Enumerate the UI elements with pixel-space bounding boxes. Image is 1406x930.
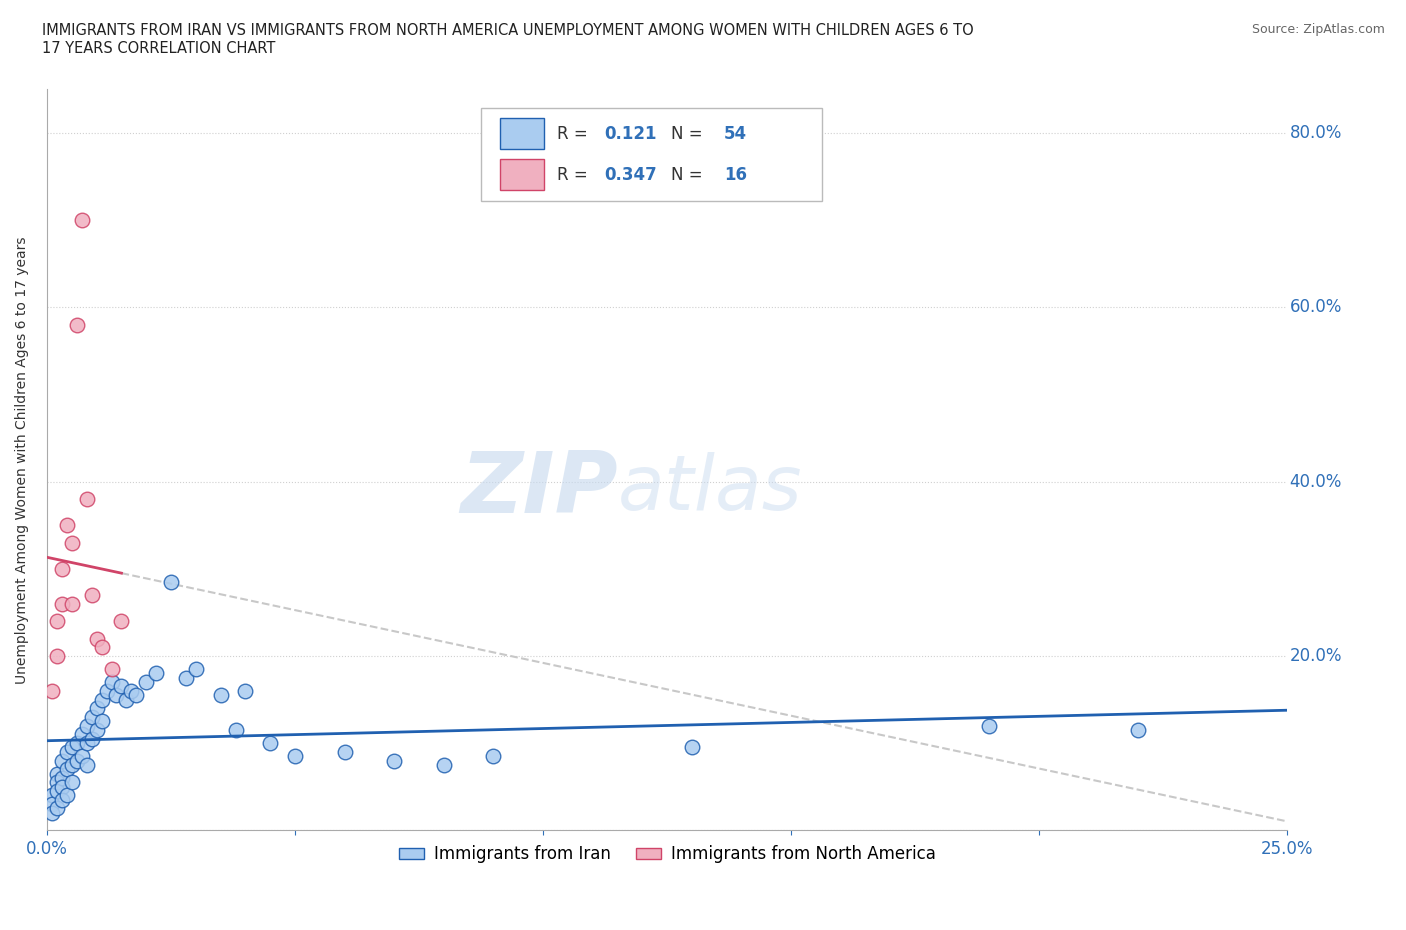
Point <box>66 317 89 332</box>
Point <box>100 661 122 676</box>
Point <box>41 684 63 698</box>
Point <box>66 736 89 751</box>
Point <box>80 710 103 724</box>
Point <box>100 674 122 689</box>
Text: 40.0%: 40.0% <box>1289 472 1341 491</box>
FancyBboxPatch shape <box>481 108 823 201</box>
Point <box>979 718 1001 733</box>
Text: 0.347: 0.347 <box>603 166 657 183</box>
Point <box>46 766 69 781</box>
Point <box>184 661 207 676</box>
Point <box>235 684 257 698</box>
Point <box>225 723 247 737</box>
Point <box>115 692 138 707</box>
Point <box>60 596 83 611</box>
Point <box>60 775 83 790</box>
Point <box>80 588 103 603</box>
Point <box>70 749 93 764</box>
Point <box>105 688 128 703</box>
Point <box>76 757 98 772</box>
Point <box>60 535 83 550</box>
Text: N =: N = <box>671 125 707 143</box>
Point <box>160 575 183 590</box>
Point <box>174 671 197 685</box>
Point <box>51 771 73 786</box>
Text: 16: 16 <box>724 166 747 183</box>
Point <box>120 684 142 698</box>
Point <box>51 753 73 768</box>
Point <box>41 805 63 820</box>
Text: 20.0%: 20.0% <box>1289 647 1343 665</box>
Y-axis label: Unemployment Among Women with Children Ages 6 to 17 years: Unemployment Among Women with Children A… <box>15 236 30 684</box>
Point <box>41 788 63 803</box>
Point <box>60 757 83 772</box>
Point <box>110 614 132 629</box>
Point <box>96 684 118 698</box>
Point <box>259 736 281 751</box>
Point <box>56 762 79 777</box>
Point <box>51 562 73 577</box>
Point <box>90 714 112 729</box>
Point <box>46 801 69 816</box>
Point <box>46 775 69 790</box>
Point <box>90 640 112 655</box>
FancyBboxPatch shape <box>499 159 544 190</box>
Point <box>66 753 89 768</box>
Point <box>681 740 703 755</box>
Text: 0.121: 0.121 <box>603 125 657 143</box>
Point <box>333 744 356 759</box>
Point <box>382 753 405 768</box>
Point <box>76 718 98 733</box>
Point <box>80 731 103 746</box>
Point <box>86 701 108 716</box>
Point <box>56 788 79 803</box>
Text: 80.0%: 80.0% <box>1289 124 1341 142</box>
Point <box>46 614 69 629</box>
Point <box>76 492 98 507</box>
Point <box>209 688 232 703</box>
Point <box>135 674 157 689</box>
Point <box>86 723 108 737</box>
Point <box>41 797 63 812</box>
Text: Source: ZipAtlas.com: Source: ZipAtlas.com <box>1251 23 1385 36</box>
Point <box>482 749 505 764</box>
Text: R =: R = <box>557 125 593 143</box>
Point <box>51 596 73 611</box>
FancyBboxPatch shape <box>499 118 544 150</box>
Point <box>1128 723 1150 737</box>
Point <box>46 648 69 663</box>
Point <box>70 213 93 228</box>
Point <box>433 757 456 772</box>
Point <box>86 631 108 646</box>
Legend: Immigrants from Iran, Immigrants from North America: Immigrants from Iran, Immigrants from No… <box>392 839 942 870</box>
Text: IMMIGRANTS FROM IRAN VS IMMIGRANTS FROM NORTH AMERICA UNEMPLOYMENT AMONG WOMEN W: IMMIGRANTS FROM IRAN VS IMMIGRANTS FROM … <box>42 23 974 56</box>
Text: 54: 54 <box>724 125 747 143</box>
Point <box>125 688 148 703</box>
Point <box>70 727 93 742</box>
Text: N =: N = <box>671 166 707 183</box>
Point <box>51 792 73 807</box>
Point <box>145 666 167 681</box>
Text: ZIP: ZIP <box>460 448 617 531</box>
Point <box>90 692 112 707</box>
Text: atlas: atlas <box>617 453 801 526</box>
Text: 60.0%: 60.0% <box>1289 299 1341 316</box>
Text: R =: R = <box>557 166 593 183</box>
Point <box>56 518 79 533</box>
Point <box>284 749 307 764</box>
Point <box>51 779 73 794</box>
Point <box>110 679 132 694</box>
Point <box>76 736 98 751</box>
Point <box>56 744 79 759</box>
Point <box>60 740 83 755</box>
Point <box>46 784 69 799</box>
